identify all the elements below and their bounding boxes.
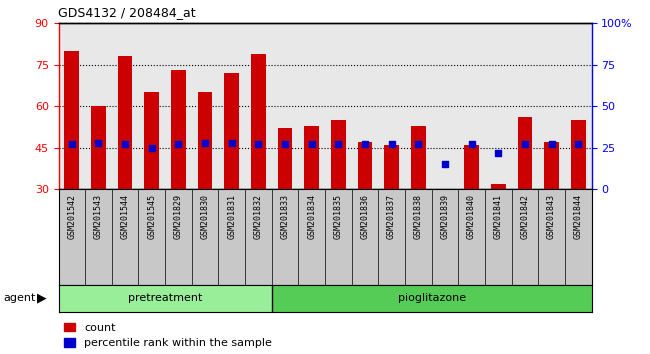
Text: GSM201842: GSM201842	[521, 194, 529, 239]
Legend: count, percentile rank within the sample: count, percentile rank within the sample	[64, 322, 272, 348]
Text: agent: agent	[3, 293, 36, 303]
Bar	[251, 53, 266, 189]
Bar	[198, 92, 213, 189]
Point	[520, 142, 530, 147]
Point	[547, 142, 557, 147]
Bar	[118, 56, 133, 189]
Text: GSM201840: GSM201840	[467, 194, 476, 239]
Text: pretreatment: pretreatment	[128, 293, 202, 303]
Point	[467, 142, 477, 147]
Bar	[544, 142, 559, 189]
Text: GSM201836: GSM201836	[361, 194, 369, 239]
Point	[307, 142, 317, 147]
Bar	[272, 285, 592, 312]
Text: GSM201837: GSM201837	[387, 194, 396, 239]
Bar	[278, 129, 292, 189]
Text: GSM201544: GSM201544	[121, 194, 129, 239]
Bar	[171, 70, 186, 189]
Point	[493, 150, 504, 156]
Bar	[517, 117, 532, 189]
Text: GSM201839: GSM201839	[441, 194, 449, 239]
Bar	[491, 184, 506, 189]
Text: GSM201834: GSM201834	[307, 194, 316, 239]
Bar	[384, 145, 399, 189]
Point	[573, 142, 584, 147]
Bar	[91, 106, 106, 189]
Text: GSM201833: GSM201833	[281, 194, 289, 239]
Point	[386, 142, 396, 147]
Bar	[58, 285, 272, 312]
Point	[200, 140, 211, 145]
Point	[94, 140, 104, 145]
Point	[120, 142, 130, 147]
Text: GSM201838: GSM201838	[414, 194, 422, 239]
Bar	[411, 126, 426, 189]
Text: GSM201832: GSM201832	[254, 194, 263, 239]
Text: GSM201829: GSM201829	[174, 194, 183, 239]
Point	[254, 142, 264, 147]
Point	[147, 145, 157, 151]
Bar	[304, 126, 319, 189]
Text: ▶: ▶	[38, 292, 47, 305]
Point	[439, 161, 450, 167]
Text: GSM201542: GSM201542	[68, 194, 76, 239]
Text: GSM201843: GSM201843	[547, 194, 556, 239]
Point	[227, 140, 237, 145]
Point	[67, 142, 77, 147]
Text: pioglitazone: pioglitazone	[398, 293, 465, 303]
Point	[413, 142, 424, 147]
Bar	[571, 120, 586, 189]
Text: GSM201543: GSM201543	[94, 194, 103, 239]
Text: GSM201830: GSM201830	[201, 194, 209, 239]
Bar	[331, 120, 346, 189]
Point	[360, 142, 370, 147]
Point	[333, 142, 343, 147]
Bar	[64, 51, 79, 189]
Bar	[464, 145, 479, 189]
Text: GSM201545: GSM201545	[148, 194, 156, 239]
Bar	[224, 73, 239, 189]
Text: GSM201841: GSM201841	[494, 194, 502, 239]
Text: GSM201844: GSM201844	[574, 194, 582, 239]
Text: GSM201835: GSM201835	[334, 194, 343, 239]
Bar	[358, 142, 372, 189]
Point	[173, 142, 184, 147]
Text: GDS4132 / 208484_at: GDS4132 / 208484_at	[58, 6, 196, 19]
Bar	[144, 92, 159, 189]
Point	[280, 142, 291, 147]
Text: GSM201831: GSM201831	[227, 194, 236, 239]
